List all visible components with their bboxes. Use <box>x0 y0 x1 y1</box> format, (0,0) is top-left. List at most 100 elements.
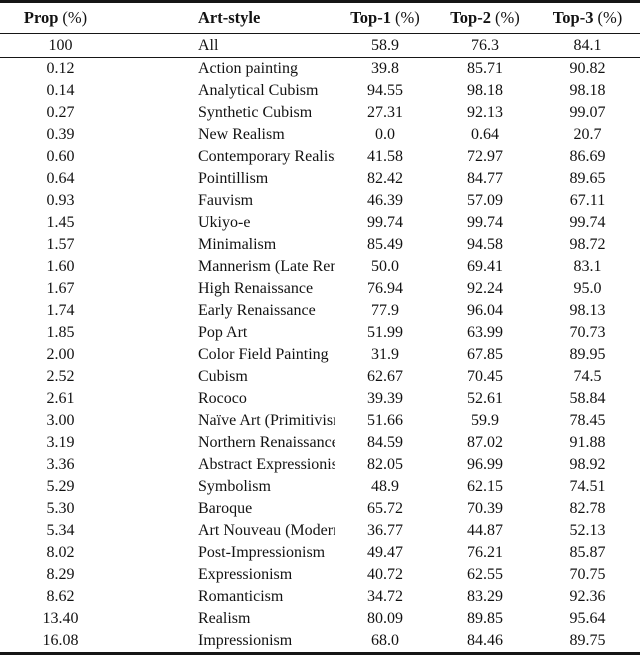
table-row: 5.29 Symbolism 48.9 62.15 74.51 <box>0 476 640 498</box>
top1-cell: 82.05 <box>367 456 403 473</box>
top2-cell: 96.04 <box>467 302 503 319</box>
prop-cell: 1.45 <box>46 214 75 231</box>
summary-top1-cell: 58.9 <box>335 33 435 58</box>
top2-cell: 69.41 <box>467 258 503 275</box>
top1-cell: 0.0 <box>375 126 395 143</box>
top1-cell: 82.42 <box>367 170 403 187</box>
top3-cell: 98.18 <box>569 82 606 99</box>
top1-cell: 50.0 <box>371 258 399 275</box>
top3-cell: 99.07 <box>569 104 606 121</box>
col-header-top1-label: Top-1 <box>350 8 391 27</box>
style-cell: Expressionism <box>198 566 293 583</box>
top3-cell: 20.7 <box>573 126 602 143</box>
top2-cell: 87.02 <box>467 434 503 451</box>
prop-cell: 2.61 <box>46 390 75 407</box>
top1-cell: 39.39 <box>367 390 403 407</box>
prop-cell: 2.00 <box>46 346 75 363</box>
table-row: 8.02 Post-Impressionism 49.47 76.21 85.87 <box>0 542 640 564</box>
style-cell: Pointillism <box>198 170 269 187</box>
top3-cell: 70.73 <box>569 324 606 341</box>
summary-top2-cell: 76.3 <box>435 33 535 58</box>
top2-cell: 96.99 <box>467 456 503 473</box>
style-cell: Art Nouveau (Modern) <box>198 522 335 539</box>
top1-cell: 68.0 <box>371 632 399 649</box>
style-cell: Pop Art <box>198 324 248 341</box>
top3-cell: 74.5 <box>573 368 602 385</box>
top1-cell: 48.9 <box>371 478 399 495</box>
prop-cell: 5.29 <box>46 478 75 495</box>
top3-cell: 52.13 <box>569 522 606 539</box>
top2-cell: 59.9 <box>471 412 499 429</box>
prop-cell: 0.93 <box>46 192 75 209</box>
table-row: 3.00 Naïve Art (Primitivism) 51.66 59.9 78.4… <box>0 410 640 432</box>
style-cell: Fauvism <box>198 192 254 209</box>
col-header-top3-label: Top-3 <box>552 8 594 27</box>
table-row: 0.12 Action painting 39.8 85.71 90.82 <box>0 58 640 81</box>
table-row: 2.00 Color Field Painting 31.9 67.85 89.95 <box>0 344 640 366</box>
style-cell: Naïve Art (Primitivism) <box>198 412 335 429</box>
col-header-top1: Top-1 (%) <box>335 1 435 34</box>
prop-cell: 13.40 <box>42 610 79 627</box>
top3-cell: 83.1 <box>573 258 602 275</box>
table-row: 3.36 Abstract Expressionism 82.05 96.99 98.9… <box>0 454 640 476</box>
top3-cell: 70.75 <box>569 566 606 583</box>
style-cell: Cubism <box>198 368 248 385</box>
top3-cell: 85.87 <box>569 544 606 561</box>
table-row: 1.60 Mannerism (Late Renaissance) 50.0 69.4… <box>0 256 640 278</box>
prop-cell: 16.08 <box>42 632 79 649</box>
style-cell: Synthetic Cubism <box>198 104 313 121</box>
top3-cell: 99.74 <box>569 214 606 231</box>
prop-cell: 0.39 <box>46 126 75 143</box>
table-row: 2.52 Cubism 62.67 70.45 74.5 <box>0 366 640 388</box>
top2-cell: 84.46 <box>467 632 503 649</box>
col-header-top2: Top-2 (%) <box>435 1 535 34</box>
col-header-art-style: Art-style <box>95 1 335 34</box>
style-cell: Rococo <box>198 390 247 407</box>
style-cell: Realism <box>198 610 251 627</box>
style-cell: Minimalism <box>198 236 277 253</box>
top3-cell: 95.64 <box>569 610 606 627</box>
prop-cell: 3.19 <box>46 434 75 451</box>
prop-cell: 0.14 <box>46 82 75 99</box>
top1-cell: 62.67 <box>367 368 403 385</box>
style-cell: Romanticism <box>198 588 284 605</box>
top2-cell: 89.85 <box>467 610 503 627</box>
table-row: 1.57 Minimalism 85.49 94.58 98.72 <box>0 234 640 256</box>
prop-cell: 8.02 <box>46 544 75 561</box>
top2-cell: 0.64 <box>471 126 499 143</box>
table-row: 0.64 Pointillism 82.42 84.77 89.65 <box>0 168 640 190</box>
style-cell: Baroque <box>198 500 253 517</box>
top2-cell: 94.58 <box>467 236 503 253</box>
style-cell: New Realism <box>198 126 285 143</box>
col-header-top2-unit: (%) <box>494 8 520 27</box>
top1-cell: 49.47 <box>367 544 403 561</box>
top3-cell: 98.13 <box>569 302 606 319</box>
top2-cell: 84.77 <box>467 170 503 187</box>
table-row: 0.27 Synthetic Cubism 27.31 92.13 99.07 <box>0 102 640 124</box>
table-row: 3.19 Northern Renaissance 84.59 87.02 91.88 <box>0 432 640 454</box>
table-row: 1.67 High Renaissance 76.94 92.24 95.0 <box>0 278 640 300</box>
style-cell: Color Field Painting <box>198 346 329 363</box>
col-header-top1-unit: (%) <box>394 8 420 27</box>
table-row: 16.08 Impressionism 68.0 84.46 89.75 <box>0 630 640 654</box>
top2-cell: 63.99 <box>467 324 503 341</box>
top2-cell: 44.87 <box>467 522 503 539</box>
top2-cell: 92.13 <box>467 104 503 121</box>
style-cell: Post-Impressionism <box>198 544 326 561</box>
top3-cell: 78.45 <box>569 412 606 429</box>
prop-cell: 0.12 <box>46 60 75 77</box>
top3-cell: 91.88 <box>569 434 606 451</box>
table-row: 0.39 New Realism 0.0 0.64 20.7 <box>0 124 640 146</box>
top3-cell: 89.95 <box>569 346 606 363</box>
table-row: 1.74 Early Renaissance 77.9 96.04 98.13 <box>0 300 640 322</box>
table-header: Prop (%) Art-style Top-1 (%) Top-2 (%) Top-… <box>0 1 640 34</box>
top3-cell: 98.92 <box>569 456 606 473</box>
top2-cell: 99.74 <box>467 214 503 231</box>
top1-cell: 76.94 <box>367 280 403 297</box>
top2-cell: 72.97 <box>467 148 503 165</box>
top1-cell: 51.66 <box>367 412 403 429</box>
col-header-prop-label: Prop <box>23 8 59 27</box>
summary-section: 100 All 58.9 76.3 84.1 <box>0 33 640 58</box>
table-row: 5.30 Baroque 65.72 70.39 82.78 <box>0 498 640 520</box>
